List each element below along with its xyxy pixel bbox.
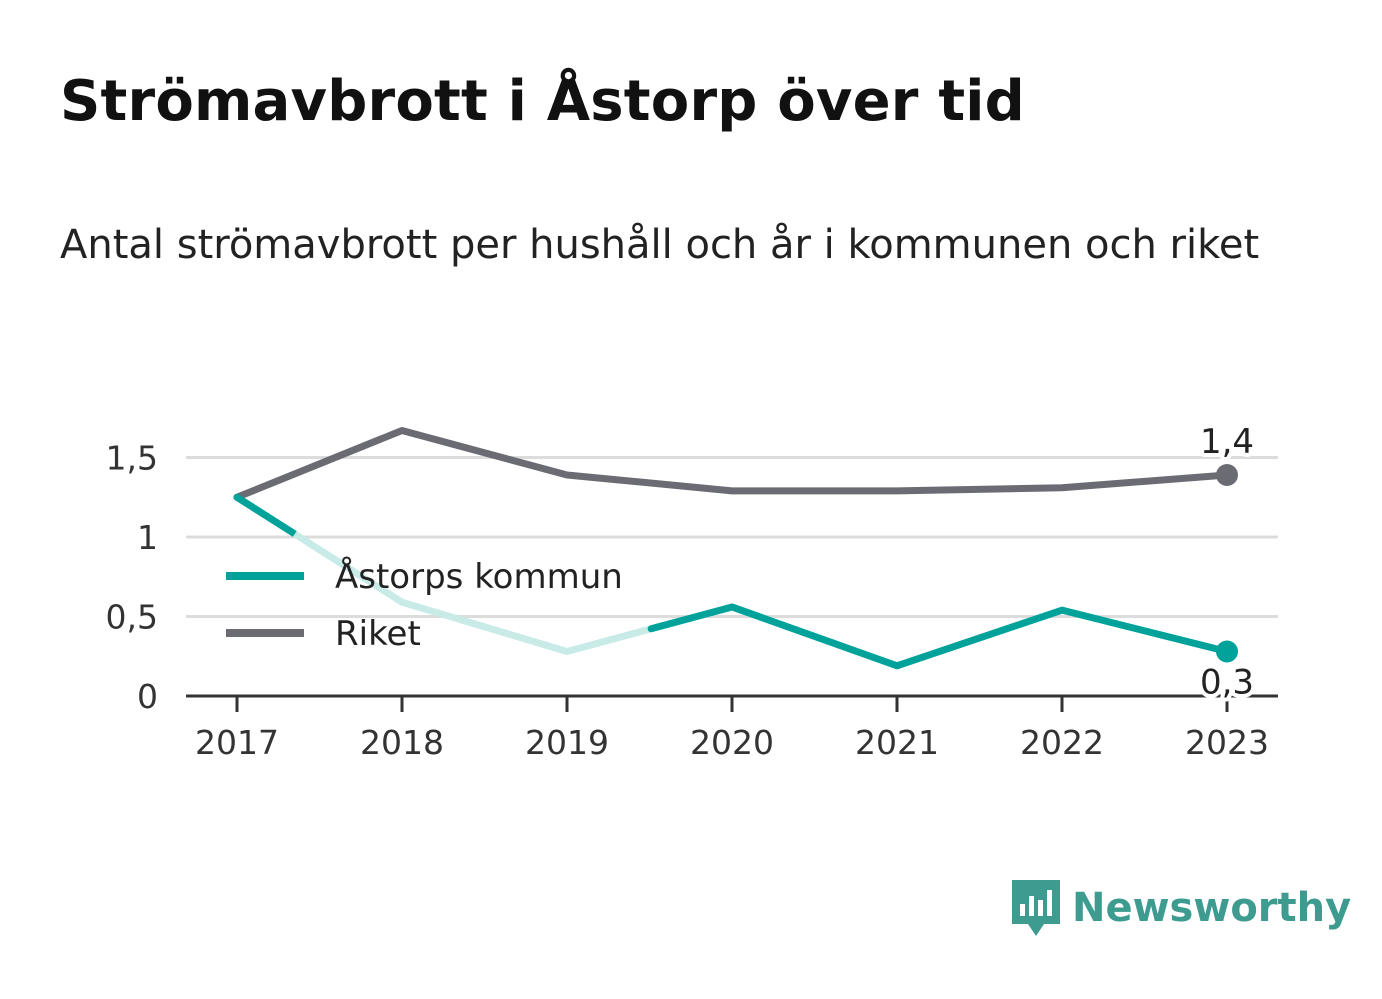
chart-subtitle: Antal strömavbrott per hushåll och år i …	[60, 222, 1260, 268]
x-tick-label: 2018	[360, 723, 444, 762]
newsworthy-logo: Newsworthy	[1010, 878, 1351, 938]
y-tick-label: 0,5	[106, 598, 158, 637]
x-tick-label: 2019	[525, 723, 609, 762]
series-line-astorp-faded	[292, 531, 653, 655]
legend-item-riket: Riket	[226, 614, 421, 654]
x-tick-label: 2017	[195, 723, 279, 762]
x-tick-label: 2020	[690, 723, 774, 762]
y-tick-label: 0	[137, 677, 158, 716]
x-tick-label: 2023	[1185, 723, 1269, 762]
end-label-astorp: 0,3	[1200, 662, 1254, 702]
x-tick-label: 2022	[1020, 723, 1104, 762]
series-lines	[233, 426, 1231, 670]
legend-label: Åstorps kommun	[335, 556, 623, 597]
end-point-astorp	[1216, 640, 1238, 663]
legend-label: Riket	[335, 614, 421, 654]
chart-title: Strömavbrott i Åstorp över tid	[60, 69, 1025, 134]
brand-name: Newsworthy	[1072, 885, 1352, 931]
y-tick-label: 1,5	[106, 439, 158, 478]
x-tick-label: 2021	[855, 723, 939, 762]
newsworthy-logo-icon	[1012, 880, 1060, 936]
end-label-riket: 1,4	[1200, 422, 1254, 462]
series-line-riket	[233, 426, 1231, 501]
series-line-astorp	[647, 603, 1231, 670]
end-point-riket	[1216, 463, 1238, 486]
legend: Åstorps kommun Riket	[226, 556, 623, 654]
legend-item-astorp: Åstorps kommun	[226, 556, 623, 597]
series-line-astorp-start	[233, 493, 299, 538]
axes: 0 0,5 1 1,5 2017 2018 2019 2020 2021 2022 2023	[106, 439, 1278, 762]
y-tick-label: 1	[137, 518, 158, 557]
data-labels: 1,4 0,3	[1196, 418, 1258, 706]
